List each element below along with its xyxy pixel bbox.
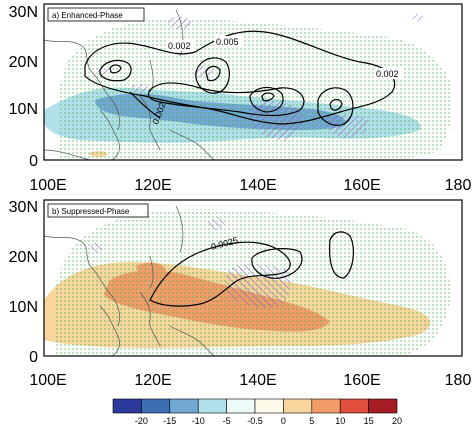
x-tick-label: 120E [134, 372, 171, 389]
x-tick-label: 140E [239, 372, 276, 389]
y-tick-label: 0 [29, 349, 38, 366]
colorbar-swatch [169, 398, 199, 414]
hatch-region-2 [208, 217, 226, 230]
x-tick-label: 140E [239, 177, 276, 194]
y-axis-b: 0 10N 20N 30N [9, 199, 38, 366]
colorbar-swatch [339, 398, 369, 414]
y-tick-label: 30N [9, 199, 38, 216]
x-axis-b: 100E 120E 140E 160E 180 [29, 372, 471, 389]
hatch-region-7 [412, 13, 424, 21]
panel-a-frame [43, 3, 463, 161]
colorbar-tick-label: -0.5 [247, 416, 263, 426]
y-tick-label: 20N [9, 249, 38, 266]
colorbar-swatch [112, 398, 142, 414]
x-tick-label: 100E [29, 177, 66, 194]
contours-a [84, 30, 396, 126]
coastlines-a [44, 9, 215, 160]
colorbar-tick-label: 0 [281, 416, 286, 426]
panel-b-frame [43, 199, 463, 357]
hatch-region-2 [324, 113, 369, 138]
colorbar-swatch [368, 398, 398, 414]
y-tick-label: 10N [9, 299, 38, 316]
colorbar-tick-label: -10 [192, 416, 205, 426]
colorbar-swatch [141, 398, 171, 414]
colorbar-tick-label: 5 [309, 416, 314, 426]
panel-b-label: b) Suppressed-Phase [52, 207, 130, 216]
panel-suppressed: b) Suppressed-Phase 0.0025 0 10N 20N 30N… [9, 199, 472, 389]
x-tick-label: 180 [445, 372, 472, 389]
x-tick-label: 100E [29, 372, 66, 389]
colorbar: -20 -15 -10 -5 -0.5 0 5 10 15 20 [112, 398, 402, 426]
y-tick-label: 30N [9, 4, 38, 21]
y-tick-label: 20N [9, 54, 38, 71]
contours-b [149, 231, 354, 307]
hatch-region-6 [98, 67, 110, 75]
hatch-region-5 [132, 83, 150, 94]
colorbar-tick-label: 15 [364, 416, 374, 426]
x-tick-label: 120E [134, 177, 171, 194]
hatch-region-4 [168, 16, 192, 29]
panel-a-label: a) Enhanced-Phase [52, 11, 123, 20]
y-tick-label: 10N [9, 101, 38, 118]
x-tick-label: 160E [343, 372, 380, 389]
x-tick-label: 160E [343, 177, 380, 194]
x-axis-a: 100E 120E 140E 160E 180 [29, 177, 471, 194]
y-axis-a: 0 10N 20N 30N [9, 4, 38, 170]
colorbar-tick-label: -5 [223, 416, 231, 426]
coastlines-b [44, 205, 215, 356]
x-tick-label: 180 [445, 177, 472, 194]
colorbar-swatch [283, 398, 313, 414]
panel-a-label-box [47, 7, 145, 22]
hatch-region-3 [90, 242, 104, 253]
colorbar-swatch [197, 398, 227, 414]
contour-label: 0.005 [216, 37, 239, 47]
panel-b-label-box [47, 203, 149, 218]
panel-enhanced: a) Enhanced-Phase 0.002 0.005 0.002 0.00… [9, 3, 471, 194]
colorbar-swatch [254, 398, 284, 414]
colorbar-tick-label: 20 [392, 416, 402, 426]
colorbar-tick-label: -15 [163, 416, 176, 426]
colorbar-tick-label: -20 [135, 416, 148, 426]
contour-label: 0.002 [376, 69, 399, 79]
colorbar-tick-label: 10 [335, 416, 345, 426]
y-tick-label: 0 [29, 153, 38, 170]
contour-label: 0.002 [168, 41, 191, 51]
colorbar-swatch [311, 398, 341, 414]
colorbar-swatch [226, 398, 256, 414]
